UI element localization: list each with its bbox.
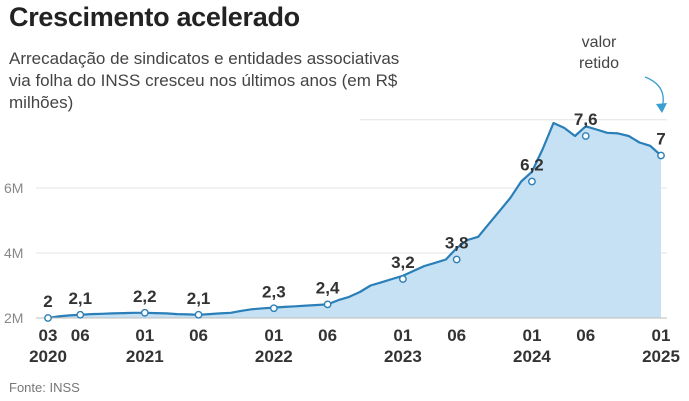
x-tick-label: 01 bbox=[264, 326, 283, 345]
data-point-marker bbox=[194, 310, 203, 319]
x-tick-label: 06 bbox=[576, 326, 595, 345]
x-tick-label: 01 bbox=[135, 326, 154, 345]
annotation-arrow-head bbox=[656, 103, 667, 113]
data-value-label: 2,1 bbox=[68, 289, 92, 308]
chart-subtitle: Arrecadação de sindicatos e entidades as… bbox=[9, 49, 400, 112]
x-year-label: 2021 bbox=[126, 347, 164, 366]
data-value-label: 2 bbox=[43, 292, 52, 311]
data-point-marker bbox=[323, 300, 332, 309]
x-year-label: 2022 bbox=[255, 347, 293, 366]
data-point-marker bbox=[398, 275, 407, 283]
data-value-label: 2,1 bbox=[187, 289, 211, 308]
data-point-marker bbox=[140, 308, 149, 317]
annotation-arrow-line bbox=[644, 76, 664, 109]
data-point-marker bbox=[581, 132, 590, 140]
data-value-label: 3,8 bbox=[445, 234, 469, 253]
data-value-label: 2,2 bbox=[133, 287, 157, 306]
data-value-label: 2,3 bbox=[262, 282, 286, 301]
x-year-label: 2024 bbox=[513, 347, 551, 366]
x-tick-label: 06 bbox=[318, 326, 337, 345]
data-value-label: 6,2 bbox=[520, 156, 544, 175]
data-value-label: 7,6 bbox=[574, 110, 598, 129]
x-tick-label: 06 bbox=[71, 326, 90, 345]
data-point-marker bbox=[452, 255, 461, 264]
data-value-label: 7 bbox=[656, 130, 665, 149]
data-value-label: 2,4 bbox=[316, 278, 340, 297]
data-point-marker bbox=[76, 310, 85, 319]
source-note: Fonte: INSS bbox=[9, 380, 80, 395]
x-tick-label: 06 bbox=[189, 326, 208, 345]
data-value-label: 3,2 bbox=[391, 253, 415, 272]
annotation-line-2: retido bbox=[579, 55, 620, 72]
chart-title: Crescimento acelerado bbox=[9, 2, 300, 32]
series-area-fill bbox=[48, 123, 661, 318]
x-tick-label: 06 bbox=[447, 326, 466, 345]
x-year-label: 2025 bbox=[642, 347, 680, 366]
x-tick-label: 01 bbox=[652, 326, 671, 345]
y-tick-label: 2M bbox=[4, 310, 23, 326]
x-tick-label: 01 bbox=[522, 326, 541, 345]
retained-value-annotation: valor retido bbox=[579, 32, 619, 74]
annotation-line-1: valor bbox=[581, 34, 617, 51]
x-tick-label: 01 bbox=[393, 326, 412, 345]
data-point-marker bbox=[269, 304, 278, 313]
x-year-label: 2023 bbox=[384, 347, 422, 366]
x-tick-label: 03 bbox=[39, 326, 58, 345]
y-tick-label: 4M bbox=[4, 245, 23, 261]
data-point-marker bbox=[528, 177, 536, 186]
x-year-label: 2020 bbox=[29, 347, 67, 366]
data-point-marker bbox=[657, 151, 665, 160]
data-point-marker bbox=[44, 314, 52, 322]
series-line bbox=[47, 121, 662, 320]
y-tick-label: 6M bbox=[4, 180, 23, 196]
